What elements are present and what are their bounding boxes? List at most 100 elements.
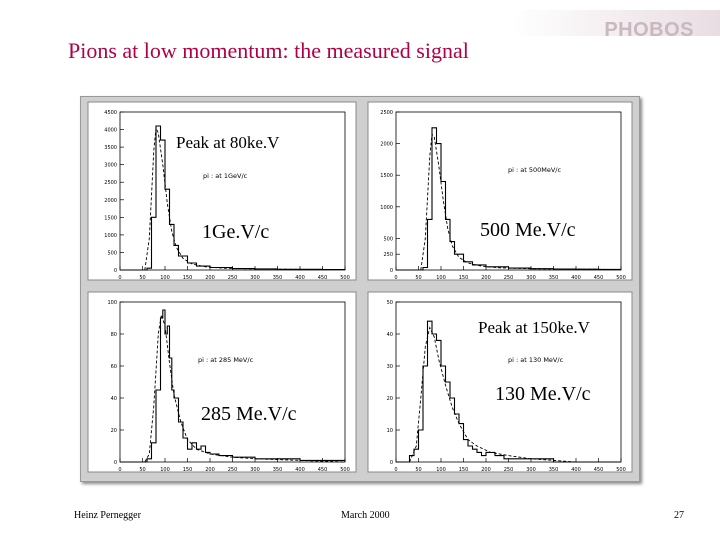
series-legend: pi : at 500MeV/c <box>508 166 562 174</box>
annotation-1gev: 1Ge.V/c <box>202 221 270 243</box>
y-tick-label: 500 <box>107 250 117 256</box>
y-tick-label: 1500 <box>104 215 117 221</box>
x-tick-label: 0 <box>118 275 121 281</box>
x-tick-label: 250 <box>228 275 238 281</box>
x-tick-label: 450 <box>318 467 328 473</box>
x-tick-label: 200 <box>481 275 491 281</box>
footer-author: Heinz Pernegger <box>74 510 141 521</box>
y-tick-label: 2500 <box>104 180 117 186</box>
x-tick-label: 150 <box>183 275 193 281</box>
subplot-frame <box>87 291 357 473</box>
logo-text: PHOBOS <box>604 19 694 41</box>
x-tick-label: 150 <box>459 275 469 281</box>
y-tick-label: 250 <box>383 252 393 258</box>
x-tick-label: 0 <box>394 275 397 281</box>
fit-series <box>409 326 621 463</box>
x-tick-label: 400 <box>571 275 581 281</box>
footer-date: March 2000 <box>341 510 390 521</box>
annotation-500mev: 500 Me.V/c <box>480 219 576 241</box>
histogram-series <box>120 309 346 463</box>
y-tick-label: 0 <box>390 268 393 274</box>
x-tick-label: 400 <box>571 467 581 473</box>
x-tick-label: 150 <box>459 467 469 473</box>
x-tick-label: 50 <box>415 275 421 281</box>
slide-title: Pions at low momentum: the measured sign… <box>68 38 469 63</box>
x-tick-label: 100 <box>436 467 446 473</box>
x-tick-label: 100 <box>436 275 446 281</box>
x-tick-label: 50 <box>139 275 145 281</box>
x-tick-label: 350 <box>273 275 283 281</box>
annotation-peak-80: Peak at 80ke.V <box>176 133 280 152</box>
annotation-285mev: 285 Me.V/c <box>201 403 297 425</box>
x-tick-label: 100 <box>160 275 170 281</box>
y-tick-label: 10 <box>387 428 393 434</box>
y-tick-label: 1000 <box>380 205 393 211</box>
subplot-frame <box>367 291 633 473</box>
x-tick-label: 250 <box>228 467 238 473</box>
subplot-top-right: 0 50 100 150 200 250 300 350 400 450 500 0 250 500 100… <box>367 101 633 281</box>
x-tick-label: 350 <box>549 467 559 473</box>
series-legend: pi : at 130 MeV/c <box>508 356 564 364</box>
histogram-panel: 0 50 100 150 200 250 300 350 400 450 5000500100015… <box>87 101 633 473</box>
logo-backdrop <box>512 10 720 36</box>
x-tick-label: 300 <box>250 275 260 281</box>
x-tick-label: 300 <box>250 467 260 473</box>
annotation-peak-150: Peak at 150ke.V <box>478 318 590 337</box>
subplot-frame <box>367 101 633 281</box>
series-legend: pi : at 285 MeV/c <box>198 356 254 364</box>
x-tick-label: 0 <box>118 467 121 473</box>
x-tick-label: 350 <box>273 467 283 473</box>
y-tick-label: 20 <box>387 396 393 402</box>
x-tick-label: 300 <box>526 275 536 281</box>
y-tick-label: 100 <box>107 300 117 306</box>
histogram-series <box>120 125 346 271</box>
y-tick-label: 4500 <box>104 110 117 116</box>
x-tick-label: 200 <box>205 467 215 473</box>
y-tick-label: 80 <box>111 332 117 338</box>
x-tick-label: 500 <box>616 467 626 473</box>
y-tick-label: 2000 <box>380 142 393 148</box>
y-tick-label: 1500 <box>380 173 393 179</box>
y-tick-label: 40 <box>387 332 393 338</box>
y-tick-label: 0 <box>114 460 117 466</box>
fit-series <box>144 126 346 271</box>
y-tick-label: 4000 <box>104 128 117 134</box>
y-tick-label: 3500 <box>104 145 117 151</box>
x-tick-label: 450 <box>318 275 328 281</box>
x-tick-label: 250 <box>504 467 514 473</box>
subplot-bottom-left: 0 50 100 150 200 250 300 350 400 450 500 0 20 40 60 80 1… <box>87 291 357 473</box>
y-tick-label: 3000 <box>104 163 117 169</box>
x-tick-label: 450 <box>594 275 604 281</box>
logo: PHOBOS <box>512 8 720 41</box>
x-tick-label: 100 <box>160 467 170 473</box>
x-tick-label: 400 <box>295 467 305 473</box>
subplot-bottom-right: 0 50 100 150 200 250 300 350 400 450 500 0 10 20 30 40 5… <box>367 291 633 473</box>
annotation-130mev: 130 Me.V/c <box>495 383 591 405</box>
x-tick-label: 500 <box>340 275 350 281</box>
x-tick-label: 400 <box>295 275 305 281</box>
y-tick-label: 500 <box>383 236 393 242</box>
x-tick-label: 150 <box>183 467 193 473</box>
x-tick-label: 500 <box>616 275 626 281</box>
y-tick-label: 50 <box>387 300 393 306</box>
y-tick-label: 40 <box>111 396 117 402</box>
y-tick-label: 2000 <box>104 198 117 204</box>
fit-series <box>420 132 622 271</box>
x-tick-label: 350 <box>549 275 559 281</box>
x-tick-label: 500 <box>340 467 350 473</box>
footer-page: 27 <box>674 510 684 521</box>
subplot-top-left: 0 50 100 150 200 250 300 350 400 450 500 0 500 1000 15… <box>87 101 357 281</box>
y-tick-label: 60 <box>111 364 117 370</box>
x-tick-label: 300 <box>526 467 536 473</box>
x-tick-label: 250 <box>504 275 514 281</box>
y-tick-label: 1000 <box>104 233 117 239</box>
x-tick-label: 50 <box>139 467 145 473</box>
y-tick-label: 20 <box>111 428 117 434</box>
x-tick-label: 450 <box>594 467 604 473</box>
y-tick-label: 0 <box>390 460 393 466</box>
x-tick-label: 0 <box>394 467 397 473</box>
y-tick-label: 0 <box>114 268 117 274</box>
y-tick-label: 30 <box>387 364 393 370</box>
x-tick-label: 200 <box>481 467 491 473</box>
x-tick-label: 200 <box>205 275 215 281</box>
